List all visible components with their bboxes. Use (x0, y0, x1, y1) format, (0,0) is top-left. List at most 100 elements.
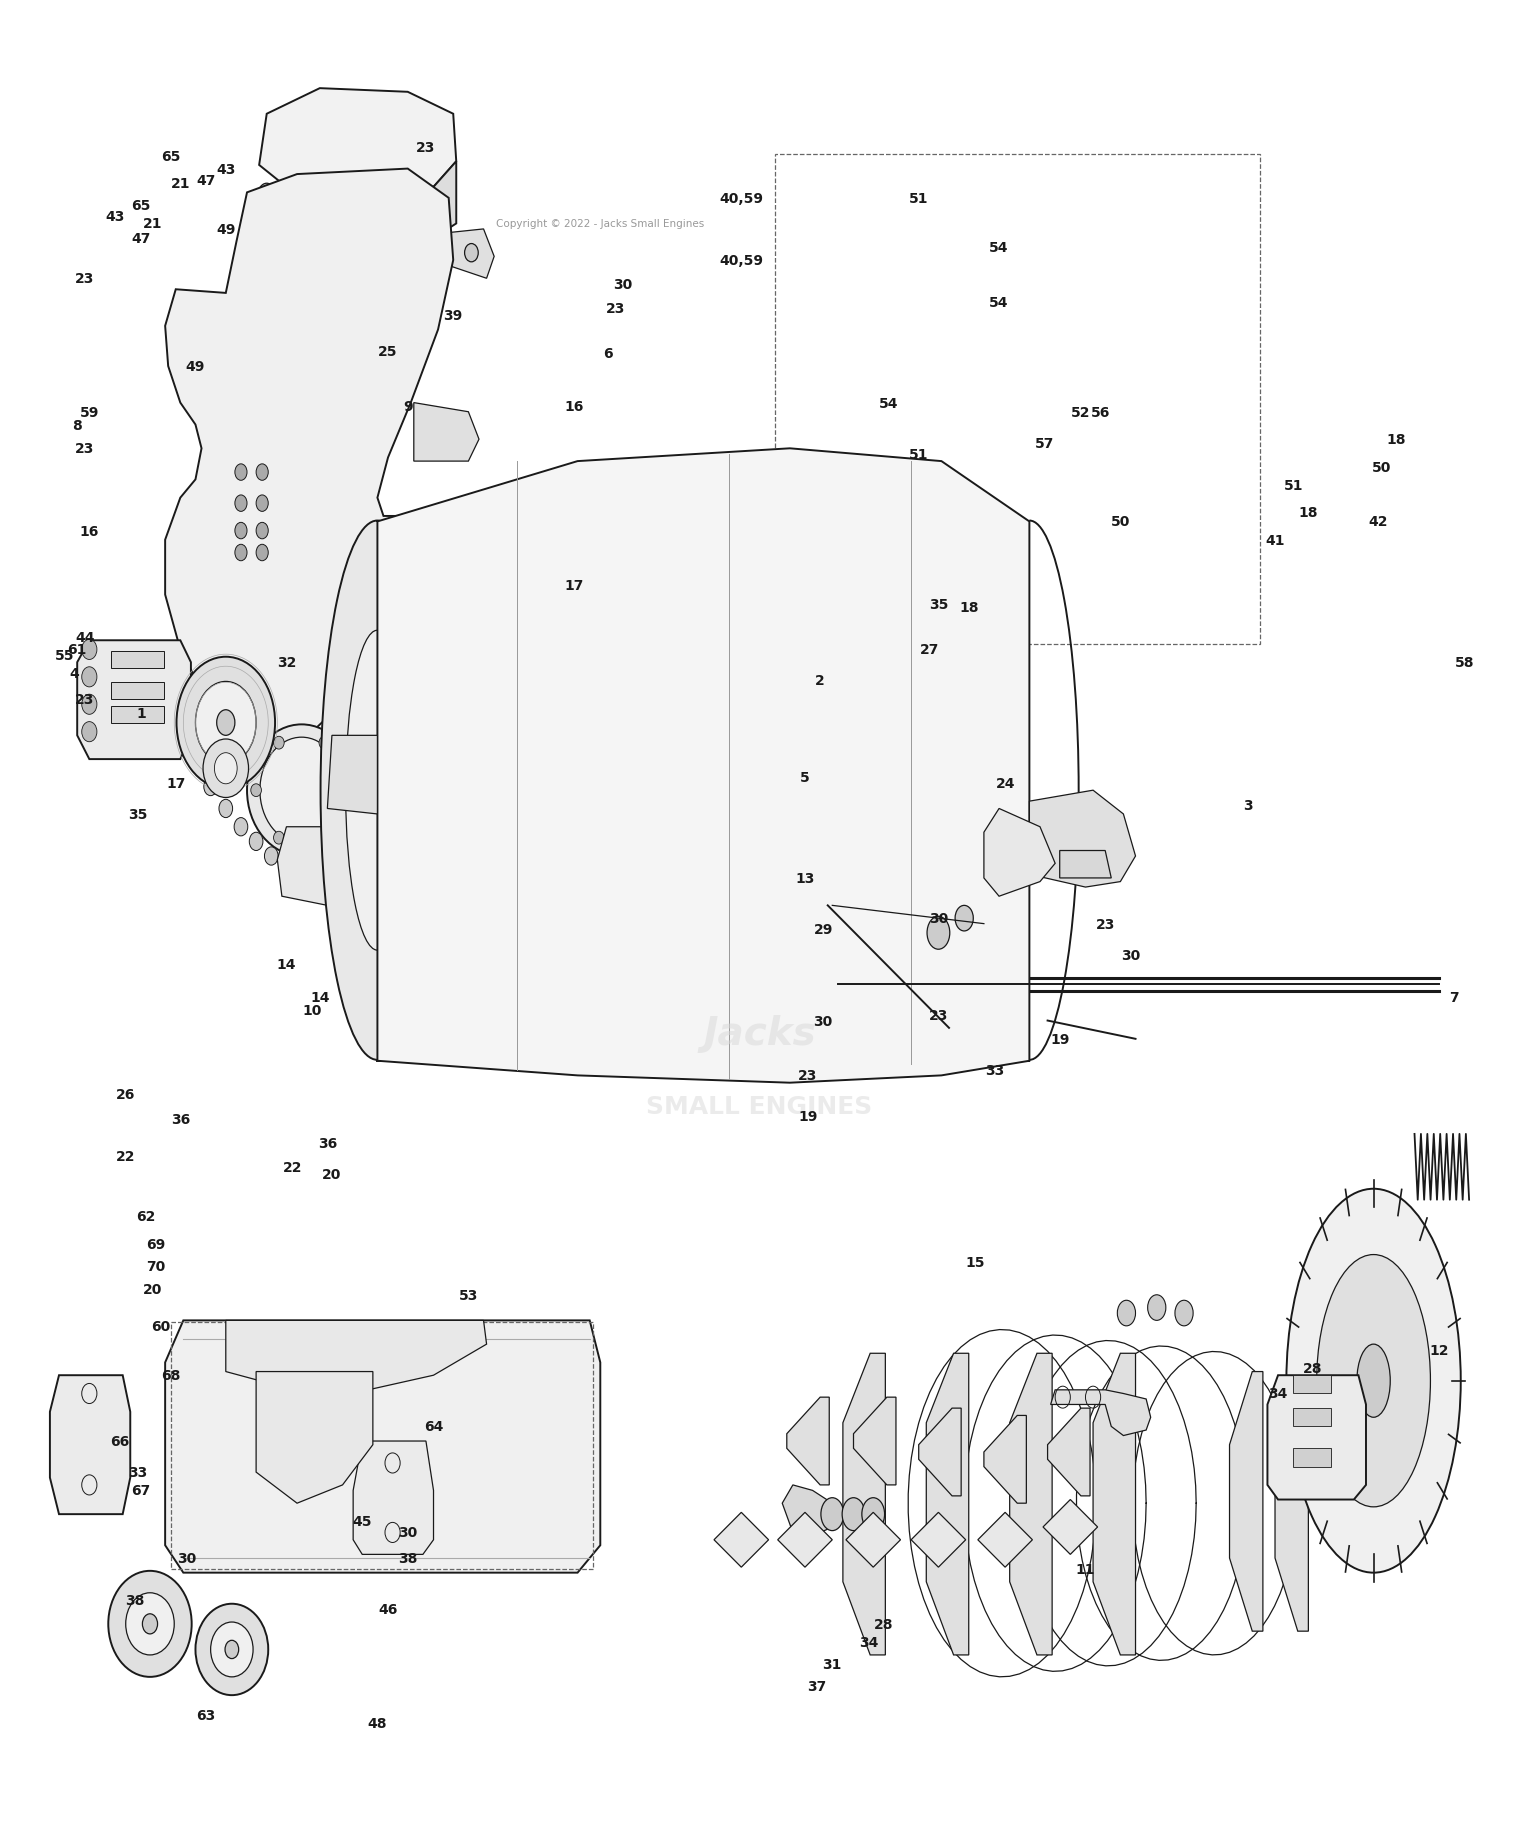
Text: 34: 34 (858, 1636, 878, 1649)
Ellipse shape (1148, 1296, 1167, 1321)
Bar (111, 706, 164, 723)
Ellipse shape (108, 1570, 191, 1676)
Ellipse shape (82, 695, 97, 716)
Text: 17: 17 (166, 776, 185, 791)
Text: 18: 18 (1299, 507, 1318, 520)
Text: 23: 23 (928, 1008, 948, 1023)
Ellipse shape (251, 785, 261, 798)
Text: 2: 2 (816, 673, 825, 688)
Polygon shape (843, 1354, 886, 1654)
Polygon shape (352, 1442, 433, 1554)
Ellipse shape (257, 496, 269, 512)
Polygon shape (50, 1376, 131, 1515)
Bar (111, 683, 164, 699)
Ellipse shape (82, 668, 97, 688)
Ellipse shape (126, 1592, 175, 1654)
Text: 39: 39 (444, 309, 463, 322)
Ellipse shape (264, 847, 278, 866)
Text: 43: 43 (105, 210, 125, 223)
Ellipse shape (319, 833, 330, 845)
Ellipse shape (219, 800, 232, 818)
Text: 36: 36 (170, 1113, 190, 1127)
Ellipse shape (260, 212, 273, 231)
Polygon shape (1060, 851, 1112, 878)
Text: 35: 35 (928, 597, 948, 611)
Polygon shape (984, 809, 1056, 897)
Bar (111, 651, 164, 668)
Text: 65: 65 (131, 199, 150, 212)
Polygon shape (278, 827, 349, 906)
Text: 14: 14 (276, 957, 296, 972)
Text: 55: 55 (55, 648, 74, 662)
Text: 23: 23 (799, 1069, 817, 1083)
Text: 68: 68 (161, 1369, 181, 1382)
Text: 47: 47 (131, 232, 150, 245)
Text: 7: 7 (1449, 990, 1458, 1005)
Polygon shape (1010, 1354, 1053, 1654)
Text: 16: 16 (79, 523, 99, 538)
Ellipse shape (196, 1603, 269, 1695)
Ellipse shape (321, 522, 434, 1060)
Ellipse shape (217, 710, 235, 736)
Text: 51: 51 (908, 192, 928, 205)
Text: 16: 16 (565, 401, 585, 414)
Ellipse shape (342, 785, 352, 798)
Text: 50: 50 (1372, 461, 1391, 474)
Text: 14: 14 (310, 990, 330, 1005)
Ellipse shape (248, 725, 355, 856)
Ellipse shape (204, 778, 217, 796)
Text: 36: 36 (317, 1136, 337, 1151)
Ellipse shape (1118, 1301, 1136, 1327)
Text: 30: 30 (814, 1014, 832, 1028)
Text: 23: 23 (74, 692, 94, 706)
Text: 22: 22 (115, 1149, 135, 1164)
Text: 40,59: 40,59 (720, 192, 764, 205)
Text: 19: 19 (1050, 1032, 1069, 1047)
Text: 23: 23 (416, 141, 436, 154)
Ellipse shape (1317, 1255, 1431, 1508)
Text: 49: 49 (216, 223, 235, 236)
Text: 43: 43 (216, 163, 235, 176)
Text: SMALL ENGINES: SMALL ENGINES (647, 1094, 872, 1118)
Bar (1293, 1376, 1331, 1394)
Polygon shape (1030, 791, 1136, 888)
Text: 20: 20 (143, 1283, 163, 1297)
Text: 13: 13 (796, 871, 814, 886)
Polygon shape (448, 231, 494, 280)
Text: 29: 29 (814, 922, 832, 937)
Polygon shape (413, 403, 478, 461)
Polygon shape (782, 1486, 832, 1535)
Text: 21: 21 (170, 178, 190, 190)
Text: 18: 18 (1387, 434, 1407, 447)
Text: 67: 67 (131, 1484, 150, 1497)
Polygon shape (1048, 1409, 1091, 1497)
Text: 64: 64 (424, 1420, 444, 1433)
Ellipse shape (842, 1499, 864, 1530)
Polygon shape (433, 163, 456, 240)
Ellipse shape (345, 631, 409, 950)
Text: 30: 30 (928, 911, 948, 926)
Ellipse shape (1287, 1190, 1461, 1572)
Bar (172, 1323, 592, 1568)
Text: 30: 30 (398, 1526, 418, 1539)
Text: Copyright © 2022 - Jacks Small Engines: Copyright © 2022 - Jacks Small Engines (497, 220, 705, 229)
Polygon shape (287, 188, 433, 254)
Text: 48: 48 (368, 1717, 387, 1729)
Polygon shape (714, 1513, 769, 1566)
Bar (1293, 1409, 1331, 1427)
Text: Jacks: Jacks (703, 1016, 816, 1052)
Text: 4: 4 (70, 666, 79, 681)
Text: 66: 66 (109, 1435, 129, 1448)
Ellipse shape (260, 737, 343, 844)
Text: 45: 45 (352, 1515, 372, 1528)
Text: 49: 49 (185, 361, 205, 373)
Polygon shape (77, 640, 191, 759)
Text: 12: 12 (1429, 1343, 1449, 1356)
Polygon shape (1229, 1372, 1262, 1631)
Text: 23: 23 (74, 273, 94, 285)
Polygon shape (377, 448, 1030, 1083)
Ellipse shape (235, 465, 248, 481)
Text: 9: 9 (403, 401, 413, 414)
Ellipse shape (235, 523, 248, 540)
Ellipse shape (225, 1640, 238, 1658)
